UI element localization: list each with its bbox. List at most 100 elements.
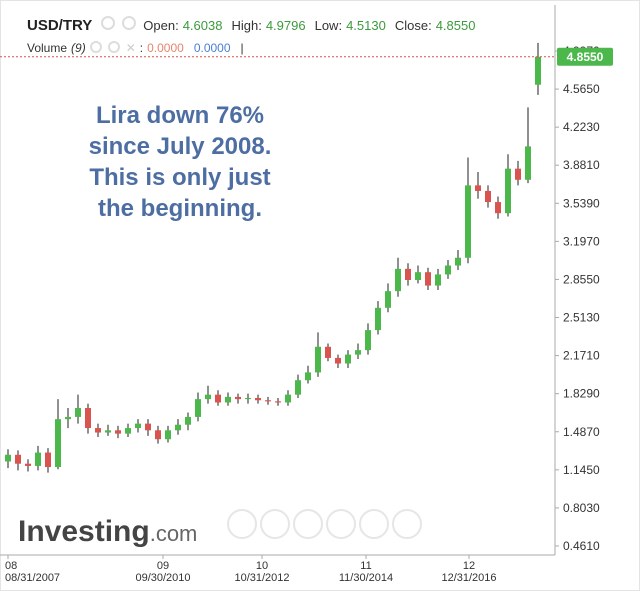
candle-body — [345, 354, 351, 364]
close-icon[interactable]: ✕ — [125, 41, 136, 55]
y-tick-label: 2.8550 — [563, 272, 600, 286]
x-date-label: 10/31/2012 — [234, 572, 289, 584]
x-date-label: 12/31/2016 — [441, 572, 496, 584]
candle-body — [325, 346, 331, 358]
candle-body — [335, 357, 341, 364]
candle-body — [145, 423, 151, 431]
y-tick-label: 0.4610 — [563, 539, 600, 553]
candle-body — [475, 185, 481, 191]
candle-body — [395, 268, 401, 292]
candle-body — [315, 346, 321, 373]
ohlc-value: 4.9796 — [265, 18, 306, 33]
settings-icon[interactable] — [122, 16, 137, 30]
annotation-line: the beginning. — [98, 195, 262, 222]
nav-button[interactable] — [326, 509, 356, 539]
settings-icon[interactable] — [107, 41, 120, 53]
candle-body — [155, 430, 161, 440]
volume-end: | — [240, 41, 244, 55]
x-date-label: 11/30/2014 — [339, 572, 393, 584]
volume-value: 0.0000 — [193, 41, 231, 55]
eye-icon[interactable] — [89, 41, 102, 53]
volume-label: Volume — [27, 41, 68, 55]
watermark-domain: .com — [150, 521, 198, 546]
candle-body — [135, 423, 141, 429]
candle-body — [15, 454, 21, 464]
ohlc-label: Close: — [394, 18, 432, 33]
candle-body — [275, 401, 281, 403]
y-tick-label: 1.8290 — [563, 387, 600, 401]
candle-body — [455, 257, 461, 266]
x-date-label: 09/30/2010 — [135, 572, 190, 584]
candle-body — [285, 394, 291, 403]
candle-body — [255, 398, 261, 401]
volume-period: (9) — [71, 41, 86, 55]
y-tick-label: 2.1710 — [563, 349, 600, 363]
candle-body — [215, 394, 221, 403]
nav-button[interactable] — [359, 509, 389, 539]
candle-body — [405, 268, 411, 280]
volume-separator: : — [139, 41, 144, 55]
candle-body — [105, 430, 111, 433]
candle-body — [505, 168, 511, 214]
candle-body — [445, 265, 451, 275]
x-date-label: 08/31/2007 — [5, 572, 60, 584]
candle-body — [65, 416, 71, 420]
candle-body — [245, 398, 251, 400]
nav-button[interactable] — [260, 509, 290, 539]
volume-legend: Volume (9) ✕ : 0.0000 0.0000 | — [27, 41, 244, 55]
y-tick-label: 2.5130 — [563, 311, 600, 325]
nav-button[interactable] — [227, 509, 257, 539]
y-tick-label: 3.8810 — [563, 158, 600, 172]
candle-body — [525, 146, 531, 180]
candle-body — [465, 185, 471, 258]
nav-button[interactable] — [392, 509, 422, 539]
candle-body — [415, 272, 421, 280]
candle-body — [365, 330, 371, 351]
y-tick-label: 1.1450 — [563, 463, 600, 477]
candle-body — [75, 408, 81, 417]
ohlc-label: Low: — [314, 18, 343, 33]
candle-body — [225, 396, 231, 403]
y-tick-label: 4.2230 — [563, 120, 600, 134]
ohlc-values: Open: 4.6038 High: 4.9796 Low: 4.5130 Close: 4.… — [143, 18, 480, 33]
candle-body — [45, 452, 51, 468]
last-price-label: 4.8550 — [567, 50, 604, 64]
candle-body — [165, 430, 171, 440]
watermark: Investing.com — [18, 515, 197, 548]
annotation-line: Lira down 76% — [95, 102, 265, 129]
candle-body — [125, 428, 131, 434]
candle-body — [185, 416, 191, 425]
nav-button[interactable] — [293, 509, 323, 539]
ohlc-value: 4.8550 — [435, 18, 476, 33]
candle-body — [205, 394, 211, 400]
y-tick-label: 1.4870 — [563, 425, 600, 439]
x-tick-label: 09 — [157, 560, 169, 572]
candle-body — [115, 430, 121, 434]
candle-body — [55, 419, 61, 468]
ohlc-legend: USD/TRY Open: 4.6038 High: 4.9796 Low: 4.5130… — [27, 16, 480, 34]
candle-body — [425, 272, 431, 286]
candle-body — [385, 291, 391, 308]
y-tick-label: 3.1970 — [563, 234, 600, 248]
ohlc-label: Open: — [143, 18, 179, 33]
ohlc-label: High: — [231, 18, 262, 33]
candle-body — [375, 307, 381, 331]
x-tick-label: 11 — [360, 560, 371, 572]
candle-body — [485, 190, 491, 203]
candle-body — [25, 463, 31, 466]
candle-body — [95, 428, 101, 433]
eye-icon[interactable] — [101, 16, 116, 30]
candle-body — [435, 274, 441, 286]
candle-body — [295, 380, 301, 395]
x-tick-label: 10 — [256, 560, 268, 572]
candle-body — [535, 56, 541, 85]
symbol: USD/TRY — [27, 17, 93, 34]
candle-body — [35, 452, 41, 466]
annotation-line: This is only just — [89, 164, 271, 191]
candle-body — [305, 372, 311, 381]
candle-body — [175, 424, 181, 431]
candle-body — [355, 350, 361, 355]
candle-body — [5, 454, 11, 462]
